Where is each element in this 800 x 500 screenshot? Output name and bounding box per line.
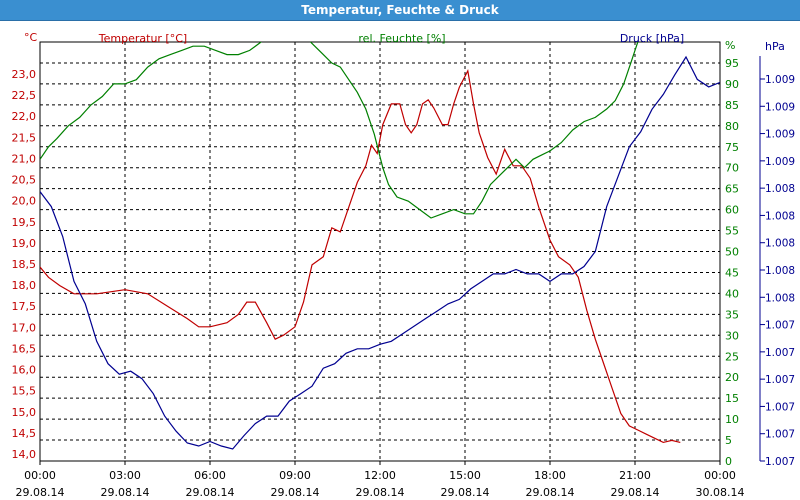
pressure-tick-label: 1.007	[765, 374, 795, 386]
pressure-axis-title: Druck [hPa]	[620, 32, 684, 45]
humidity-tick-label: 95	[725, 57, 739, 70]
pressure-tick-label: 1.008	[765, 210, 795, 222]
pressure-tick-label: 1.009	[765, 101, 795, 113]
humidity-tick-label: 15	[725, 392, 739, 405]
x-date-label: 29.08.14	[101, 486, 150, 499]
humidity-tick-label: 80	[725, 120, 739, 133]
x-time-label: 21:00	[619, 469, 651, 482]
temperature-axis-title: Temperatur [°C]	[98, 32, 187, 45]
x-date-label: 29.08.14	[526, 486, 575, 499]
humidity-tick-label: 90	[725, 78, 739, 91]
temperature-tick-label: 14,0	[12, 448, 37, 461]
temperature-unit-label: °C	[24, 31, 38, 44]
pressure-tick-label: 1.009	[765, 156, 795, 168]
humidity-tick-label: 35	[725, 308, 739, 321]
pressure-tick-label: 1.009	[765, 74, 795, 86]
humidity-tick-label: 50	[725, 246, 739, 259]
pressure-tick-label: 1.007	[765, 456, 795, 468]
temperature-tick-label: 18,5	[12, 258, 37, 271]
temperature-tick-label: 19,5	[12, 216, 37, 229]
x-time-label: 03:00	[109, 469, 141, 482]
x-date-label: 29.08.14	[356, 486, 405, 499]
humidity-tick-label: 0	[725, 455, 732, 468]
pressure-unit-label: hPa	[765, 40, 785, 53]
humidity-tick-label: 60	[725, 204, 739, 217]
temperature-tick-label: 15,0	[12, 406, 37, 419]
humidity-tick-label: 10	[725, 413, 739, 426]
series-line-temperature	[40, 69, 681, 444]
humidity-tick-label: 25	[725, 350, 739, 363]
humidity-axis-title: rel. Feuchte [%]	[358, 32, 445, 45]
pressure-tick-label: 1.007	[765, 429, 795, 441]
humidity-unit-label: %	[725, 39, 735, 52]
x-time-label: 00:00	[24, 469, 56, 482]
temperature-tick-label: 22,5	[12, 89, 37, 102]
x-date-label: 29.08.14	[16, 486, 65, 499]
humidity-tick-label: 85	[725, 99, 739, 112]
pressure-tick-label: 1.009	[765, 129, 795, 141]
humidity-tick-label: 30	[725, 329, 739, 342]
pressure-tick-label: 1.008	[765, 183, 795, 195]
x-time-label: 09:00	[279, 469, 311, 482]
humidity-tick-label: 70	[725, 162, 739, 175]
pressure-tick-label: 1.007	[765, 401, 795, 413]
x-date-label: 30.08.14	[696, 486, 745, 499]
pressure-tick-label: 1.008	[765, 265, 795, 277]
pressure-tick-label: 1.007	[765, 320, 795, 332]
x-time-label: 06:00	[194, 469, 226, 482]
x-time-label: 00:00	[704, 469, 736, 482]
temperature-tick-label: 18,0	[12, 279, 37, 292]
temperature-tick-label: 16,5	[12, 342, 37, 355]
temperature-tick-label: 21,0	[12, 152, 37, 165]
x-date-label: 29.08.14	[186, 486, 235, 499]
humidity-tick-label: 55	[725, 225, 739, 238]
x-time-label: 18:00	[534, 469, 566, 482]
temperature-tick-label: 21,5	[12, 131, 37, 144]
humidity-tick-label: 5	[725, 434, 732, 447]
pressure-tick-label: 1.007	[765, 347, 795, 359]
temperature-tick-label: 22,0	[12, 110, 37, 123]
humidity-tick-label: 20	[725, 371, 739, 384]
humidity-tick-label: 40	[725, 287, 739, 300]
x-time-label: 12:00	[364, 469, 396, 482]
temperature-tick-label: 15,5	[12, 385, 37, 398]
window-title: Temperatur, Feuchte & Druck	[301, 3, 499, 17]
pressure-tick-label: 1.008	[765, 238, 795, 250]
temperature-tick-label: 20,5	[12, 174, 37, 187]
temperature-tick-label: 19,0	[12, 237, 37, 250]
series-line-pressure	[40, 55, 720, 450]
temperature-tick-label: 14,5	[12, 427, 37, 440]
temperature-tick-label: 17,5	[12, 300, 37, 313]
x-date-label: 29.08.14	[441, 486, 490, 499]
humidity-tick-label: 65	[725, 183, 739, 196]
x-date-label: 29.08.14	[271, 486, 320, 499]
weather-chart: 14,0 14,5 15,0 15,5 16,0 16,5 17,0 17,5 18,0 18,5…	[12, 31, 796, 499]
series-line-humidity	[40, 42, 639, 219]
humidity-tick-label: 75	[725, 141, 739, 154]
title-bar: Temperatur, Feuchte & Druck	[0, 0, 800, 21]
pressure-tick-label: 1.008	[765, 292, 795, 304]
temperature-tick-label: 20,0	[12, 195, 37, 208]
temperature-tick-label: 17,0	[12, 321, 37, 334]
x-time-label: 15:00	[449, 469, 481, 482]
x-date-label: 29.08.14	[611, 486, 660, 499]
temperature-tick-label: 16,0	[12, 364, 37, 377]
humidity-tick-label: 45	[725, 266, 739, 279]
temperature-tick-label: 23,0	[12, 68, 37, 81]
